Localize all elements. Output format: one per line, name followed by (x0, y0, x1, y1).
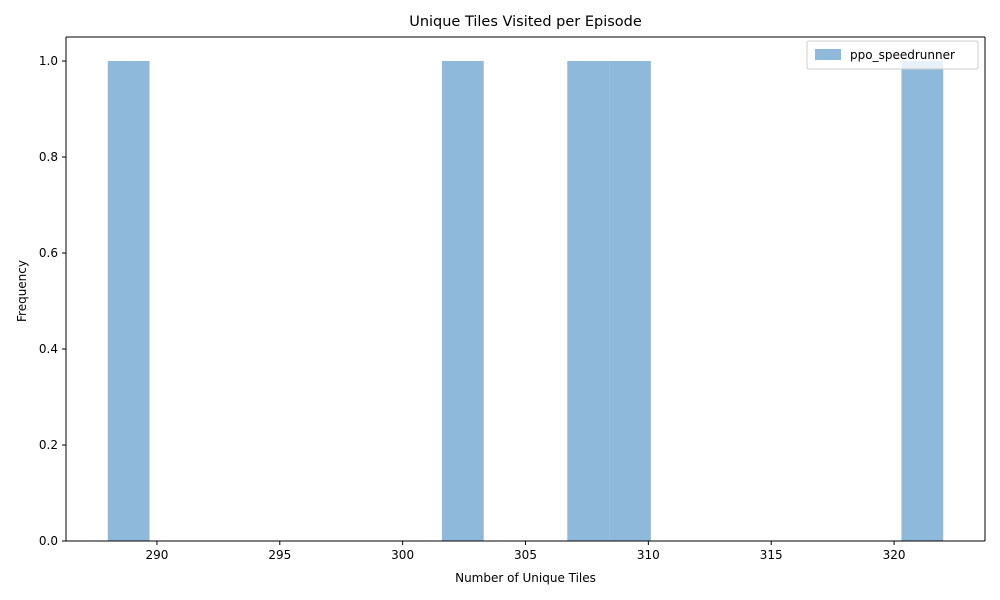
x-tick-label: 300 (391, 548, 414, 562)
histogram-bar (567, 61, 610, 541)
y-tick-label: 1.0 (39, 54, 58, 68)
y-ticks-group: 0.0 0.2 0.4 0.6 0.8 1.0 (39, 54, 66, 548)
x-ticks-group: 290 295 300 305 310 315 320 (145, 541, 906, 562)
x-tick-label: 310 (637, 548, 660, 562)
x-axis-label: Number of Unique Tiles (455, 571, 596, 585)
histogram-bar (901, 61, 944, 541)
bars-group (107, 61, 944, 541)
histogram-bar (609, 61, 651, 541)
x-tick-label: 305 (514, 548, 537, 562)
x-tick-label: 315 (760, 548, 783, 562)
histogram-bar (107, 61, 150, 541)
legend-swatch (815, 49, 841, 60)
x-tick-label: 290 (145, 548, 168, 562)
y-axis-label: Frequency (15, 260, 29, 322)
axes-group (65, 36, 986, 542)
histogram-bar (441, 61, 484, 541)
y-tick-label: 0.4 (39, 342, 58, 356)
x-tick-label: 295 (268, 548, 291, 562)
x-tick-label: 320 (883, 548, 906, 562)
legend-label: ppo_speedrunner (850, 48, 955, 62)
chart-title: Unique Tiles Visited per Episode (409, 14, 642, 30)
y-tick-label: 0.8 (39, 150, 58, 164)
legend-box (806, 40, 979, 70)
y-tick-label: 0.2 (39, 438, 58, 452)
legend: ppo_speedrunner (806, 40, 979, 70)
y-tick-label: 0.0 (39, 534, 58, 548)
y-tick-label: 0.6 (39, 246, 58, 260)
